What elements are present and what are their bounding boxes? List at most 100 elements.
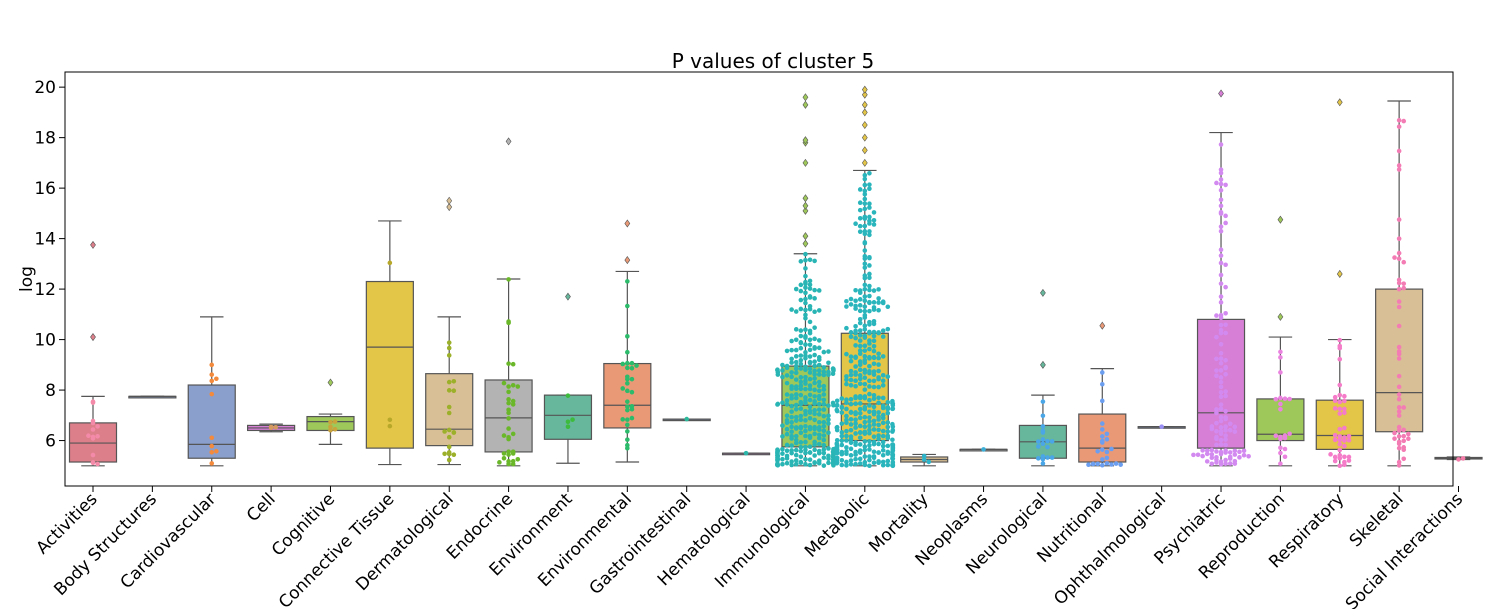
swarm-point	[1218, 442, 1224, 447]
swarm-point	[1227, 450, 1233, 455]
swarm-point	[848, 446, 854, 452]
swarm-point	[1218, 167, 1224, 172]
swarm-point	[807, 383, 813, 388]
swarm-point	[1396, 441, 1402, 446]
swarm-point	[446, 340, 452, 345]
swarm-point	[876, 436, 881, 442]
swarm-point	[876, 395, 881, 401]
swarm-point	[1396, 445, 1402, 451]
swarm-point	[1099, 462, 1105, 468]
swarm-point	[1227, 427, 1233, 433]
swarm-point	[848, 462, 854, 467]
outlier	[861, 90, 868, 99]
swarm-point	[1095, 448, 1100, 454]
swarm-point	[876, 427, 881, 433]
swarm-point	[1342, 410, 1347, 416]
swarm-point	[862, 261, 868, 267]
swarm-point	[1342, 443, 1347, 449]
swarm-point	[268, 424, 274, 430]
swarm-point	[880, 328, 886, 333]
swarm-point	[1227, 421, 1233, 427]
swarm-point	[784, 373, 790, 378]
swarm-point	[871, 427, 877, 432]
swarm-point	[853, 425, 858, 430]
swarm-point	[867, 443, 872, 448]
swarm-point	[209, 372, 215, 377]
swarm-point	[1278, 349, 1283, 355]
swarm-point	[798, 366, 804, 371]
swarm-point	[1040, 424, 1046, 429]
swarm-point	[803, 400, 808, 406]
swarm-point	[862, 231, 868, 237]
swarm-point	[1401, 433, 1407, 439]
swarm-point	[885, 304, 891, 310]
swarm-point	[510, 361, 516, 367]
outlier	[446, 203, 453, 212]
swarm-point	[784, 448, 790, 453]
swarm-point	[857, 450, 863, 455]
swarm-point	[867, 271, 872, 277]
swarm-point	[803, 461, 808, 467]
swarm-point	[780, 434, 785, 439]
swarm-point	[885, 374, 891, 379]
swarm-point	[871, 361, 877, 367]
swarm-point	[853, 421, 858, 426]
swarm-point	[789, 459, 794, 464]
swarm-point	[1396, 392, 1402, 397]
swarm-point	[1218, 260, 1224, 266]
swarm-point	[1237, 455, 1242, 460]
swarm-point	[1278, 406, 1283, 412]
swarm-point	[798, 297, 804, 303]
swarm-point	[867, 283, 872, 289]
swarm-point	[831, 366, 836, 372]
swarm-point	[793, 337, 799, 343]
swarm-point	[1218, 341, 1224, 347]
swarm-point	[867, 430, 872, 436]
swarm-point	[1214, 368, 1219, 373]
swarm-point	[857, 187, 863, 192]
swarm-point	[1396, 459, 1402, 465]
swarm-point	[848, 427, 854, 433]
swarm-point	[789, 370, 794, 375]
swarm-psychiatric	[1191, 142, 1251, 467]
swarm-point	[812, 325, 817, 330]
swarm-point	[446, 388, 452, 393]
outlier	[802, 232, 809, 241]
outlier	[861, 133, 868, 142]
swarm-point	[880, 448, 886, 453]
swarm-point	[515, 384, 521, 389]
swarm-point	[1218, 375, 1224, 380]
swarm-point	[684, 416, 689, 422]
swarm-point	[789, 347, 794, 353]
swarm-point	[885, 406, 891, 412]
swarm-point	[793, 327, 799, 332]
swarm-point	[862, 354, 868, 359]
swarm-point	[1218, 414, 1224, 420]
swarm-point	[876, 400, 881, 406]
swarm-point	[807, 457, 813, 462]
swarm-point	[880, 428, 886, 434]
swarm-point	[209, 362, 215, 368]
swarm-point	[816, 338, 822, 343]
swarm-point	[867, 454, 872, 459]
swarm-point	[867, 201, 872, 207]
swarm-point	[826, 360, 831, 366]
swarm-point	[775, 453, 780, 459]
swarm-point	[570, 417, 575, 422]
swarm-connective-tissue	[387, 260, 393, 429]
swarm-point	[812, 380, 817, 386]
swarm-point	[857, 367, 863, 373]
swarm-point	[862, 387, 868, 392]
swarm-point	[890, 401, 896, 406]
swarm-point	[867, 229, 872, 234]
swarm-point	[793, 395, 799, 401]
swarm-point	[803, 408, 808, 414]
swarm-point	[798, 333, 804, 339]
swarm-point	[807, 404, 813, 410]
swarm-point	[1223, 284, 1228, 290]
swarm-point	[853, 431, 858, 436]
swarm-point	[1223, 364, 1228, 370]
swarm-point	[1223, 461, 1228, 466]
y-tick-label: 6	[45, 432, 56, 452]
swarm-point	[789, 429, 794, 435]
